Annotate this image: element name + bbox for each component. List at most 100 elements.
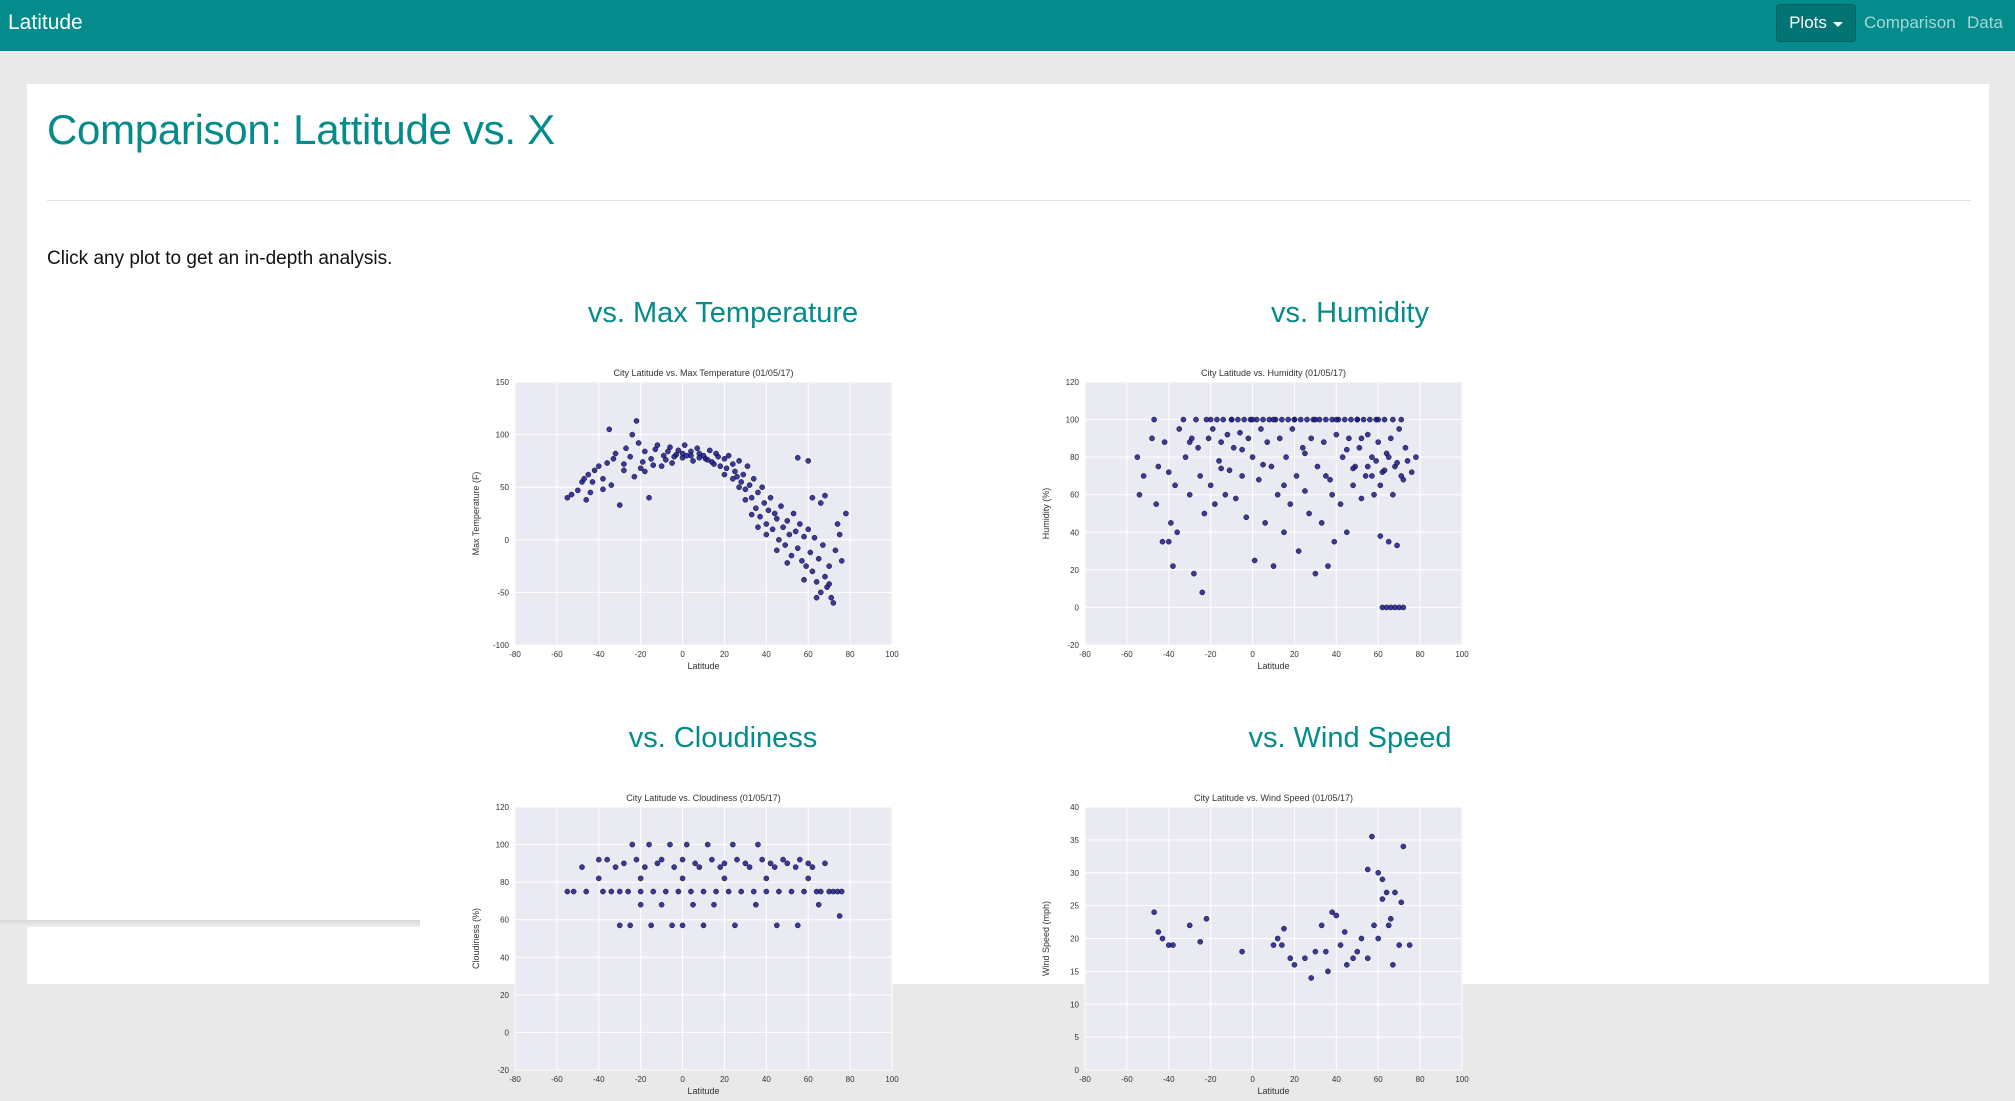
data-point <box>1341 929 1348 935</box>
data-point <box>1134 454 1141 460</box>
data-point <box>1161 439 1168 445</box>
scatter-svg: -80 -60 -40 -20 0 20 40 60 80 100 -20 0 20 40 60 80 100 1… <box>1041 368 1469 671</box>
data-point <box>1276 435 1283 442</box>
y-tick-label: 80 <box>500 878 509 887</box>
y-tick-label: 100 <box>1066 416 1080 425</box>
data-point <box>1400 843 1407 850</box>
data-point <box>1364 955 1371 962</box>
data-point <box>679 875 686 882</box>
data-point <box>1226 467 1233 474</box>
y-tick-label: 80 <box>1070 453 1079 462</box>
data-point <box>1302 955 1308 962</box>
data-point <box>1243 514 1250 521</box>
data-point <box>595 856 602 863</box>
y-tick-label: 15 <box>1070 967 1079 976</box>
y-tick-label: -20 <box>1067 641 1079 650</box>
heading-humidity: vs. Humidity <box>1271 297 1429 329</box>
data-point <box>639 459 646 465</box>
data-point <box>637 901 644 908</box>
x-tick-label: 80 <box>846 650 855 659</box>
x-tick-label: 80 <box>1416 650 1425 659</box>
data-point <box>748 511 755 518</box>
data-point <box>721 455 728 462</box>
data-point <box>843 510 849 517</box>
data-point <box>784 518 791 524</box>
y-tick-label: -20 <box>497 1066 509 1075</box>
data-point <box>604 856 610 863</box>
data-point <box>767 494 774 501</box>
y-tick-label: 150 <box>496 378 510 387</box>
data-point <box>742 486 749 493</box>
data-point <box>803 563 809 569</box>
data-point <box>755 841 761 848</box>
data-point <box>1369 454 1375 460</box>
x-tick-label: -80 <box>509 650 521 659</box>
data-point <box>604 460 610 466</box>
data-point <box>1375 935 1382 942</box>
data-point <box>815 555 822 562</box>
data-point <box>667 444 673 451</box>
data-point <box>801 533 807 540</box>
x-tick-label: 60 <box>1374 1075 1383 1084</box>
data-point <box>1201 510 1208 517</box>
y-tick-label: 0 <box>505 536 510 545</box>
plots-dropdown-button[interactable]: Plots <box>1776 4 1856 42</box>
data-point <box>736 458 742 464</box>
x-tick-label: 100 <box>1455 1075 1469 1084</box>
data-point <box>1195 444 1201 451</box>
data-point <box>1364 463 1371 470</box>
plot-max-temperature[interactable]: -80 -60 -40 -20 0 20 40 60 80 100 -100 -50 0 50 100 150… <box>467 356 907 676</box>
page-title: Comparison: Lattitude vs. X <box>47 106 555 153</box>
data-point <box>792 528 799 535</box>
x-tick-label: 100 <box>885 1075 899 1084</box>
nav-link-data[interactable]: Data <box>1967 13 2003 32</box>
data-point <box>755 489 761 496</box>
data-point <box>662 457 669 463</box>
data-point <box>725 888 732 895</box>
data-point <box>1151 909 1157 915</box>
data-point <box>642 864 648 870</box>
data-point <box>589 479 596 485</box>
data-point <box>662 888 669 895</box>
divider <box>47 200 1971 201</box>
plot-humidity[interactable]: -80 -60 -40 -20 0 20 40 60 80 100 -20 0 20 40 60 80 100 1… <box>1037 356 1477 676</box>
data-point <box>1364 866 1371 873</box>
navbar-brand[interactable]: Latitude <box>8 11 83 34</box>
x-tick-label: -40 <box>1163 650 1175 659</box>
data-point <box>817 888 824 895</box>
data-point <box>1180 416 1187 423</box>
data-point <box>820 542 826 548</box>
y-tick-label: 100 <box>496 841 510 850</box>
nav-link-comparison[interactable]: Comparison <box>1864 13 1956 32</box>
x-tick-label: 80 <box>846 1075 855 1084</box>
data-point <box>627 453 633 460</box>
y-tick-label: 60 <box>1070 491 1079 500</box>
data-point <box>730 841 736 848</box>
data-point <box>1385 538 1392 545</box>
data-point <box>771 510 778 517</box>
data-point <box>732 468 738 475</box>
data-point <box>713 888 719 895</box>
data-point <box>763 521 770 527</box>
data-point <box>761 500 768 506</box>
data-point <box>1287 501 1294 507</box>
data-point <box>642 448 648 455</box>
data-point <box>679 450 686 457</box>
data-point <box>1369 833 1375 840</box>
data-point <box>736 484 742 490</box>
data-point <box>1159 538 1166 545</box>
plot-cloudiness[interactable]: -80 -60 -40 -20 0 20 40 60 80 100 -20 0 20 40 60 80 100 1… <box>467 781 907 1101</box>
data-point <box>1337 942 1344 948</box>
data-point <box>1203 915 1210 922</box>
data-point <box>1207 416 1214 423</box>
data-point <box>784 560 791 566</box>
data-point <box>570 888 577 895</box>
data-point <box>631 473 638 480</box>
x-tick-label: 60 <box>804 1075 813 1084</box>
data-point <box>813 594 820 601</box>
plot-wind-speed[interactable]: -80 -60 -40 -20 0 20 40 60 80 100 0 5 10 15 20 25 30 35 40… <box>1037 781 1477 1101</box>
x-axis-label: Latitude <box>1257 661 1289 671</box>
data-point <box>711 461 717 467</box>
data-point <box>742 860 749 867</box>
data-point <box>799 558 805 564</box>
